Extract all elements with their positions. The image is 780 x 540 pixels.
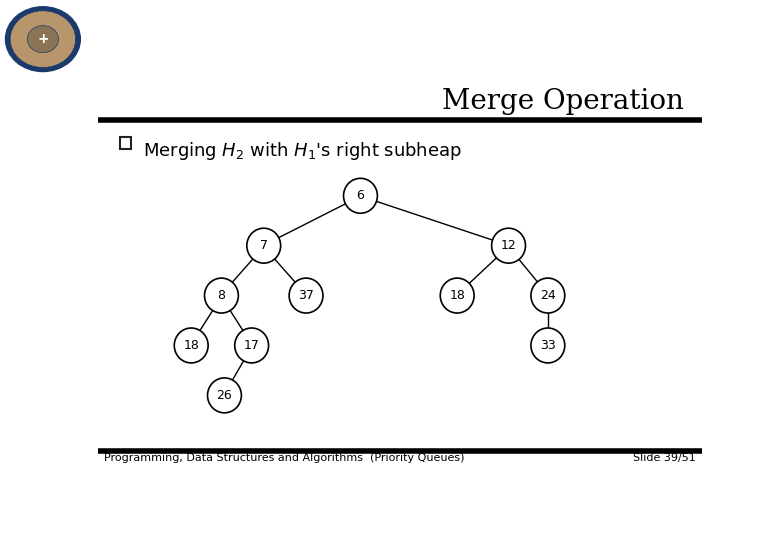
Text: 26: 26 <box>217 389 232 402</box>
Ellipse shape <box>246 228 281 263</box>
Text: 18: 18 <box>449 289 465 302</box>
Text: 18: 18 <box>183 339 199 352</box>
Text: 8: 8 <box>218 289 225 302</box>
Text: 7: 7 <box>260 239 268 252</box>
Ellipse shape <box>204 278 239 313</box>
Text: 6: 6 <box>356 190 364 202</box>
Circle shape <box>10 11 76 68</box>
Text: 33: 33 <box>540 339 555 352</box>
Ellipse shape <box>289 278 323 313</box>
Text: Programming, Data Structures and Algorithms  (Priority Queues): Programming, Data Structures and Algorit… <box>104 453 464 463</box>
Ellipse shape <box>440 278 474 313</box>
Ellipse shape <box>235 328 268 363</box>
Text: 24: 24 <box>540 289 555 302</box>
Text: 37: 37 <box>298 289 314 302</box>
Circle shape <box>5 6 80 71</box>
Ellipse shape <box>343 178 378 213</box>
Ellipse shape <box>174 328 208 363</box>
Ellipse shape <box>491 228 526 263</box>
Ellipse shape <box>531 278 565 313</box>
Bar <box>120 137 131 149</box>
Text: 17: 17 <box>243 339 260 352</box>
Text: +: + <box>37 32 48 46</box>
Text: 12: 12 <box>501 239 516 252</box>
Text: Merging $H_2$ with $H_1$'s right subheap: Merging $H_2$ with $H_1$'s right subheap <box>143 140 462 161</box>
Ellipse shape <box>207 378 241 413</box>
Text: Slide 39/51: Slide 39/51 <box>633 453 696 463</box>
Circle shape <box>27 25 58 52</box>
Ellipse shape <box>531 328 565 363</box>
Text: Merge Operation: Merge Operation <box>442 87 684 114</box>
